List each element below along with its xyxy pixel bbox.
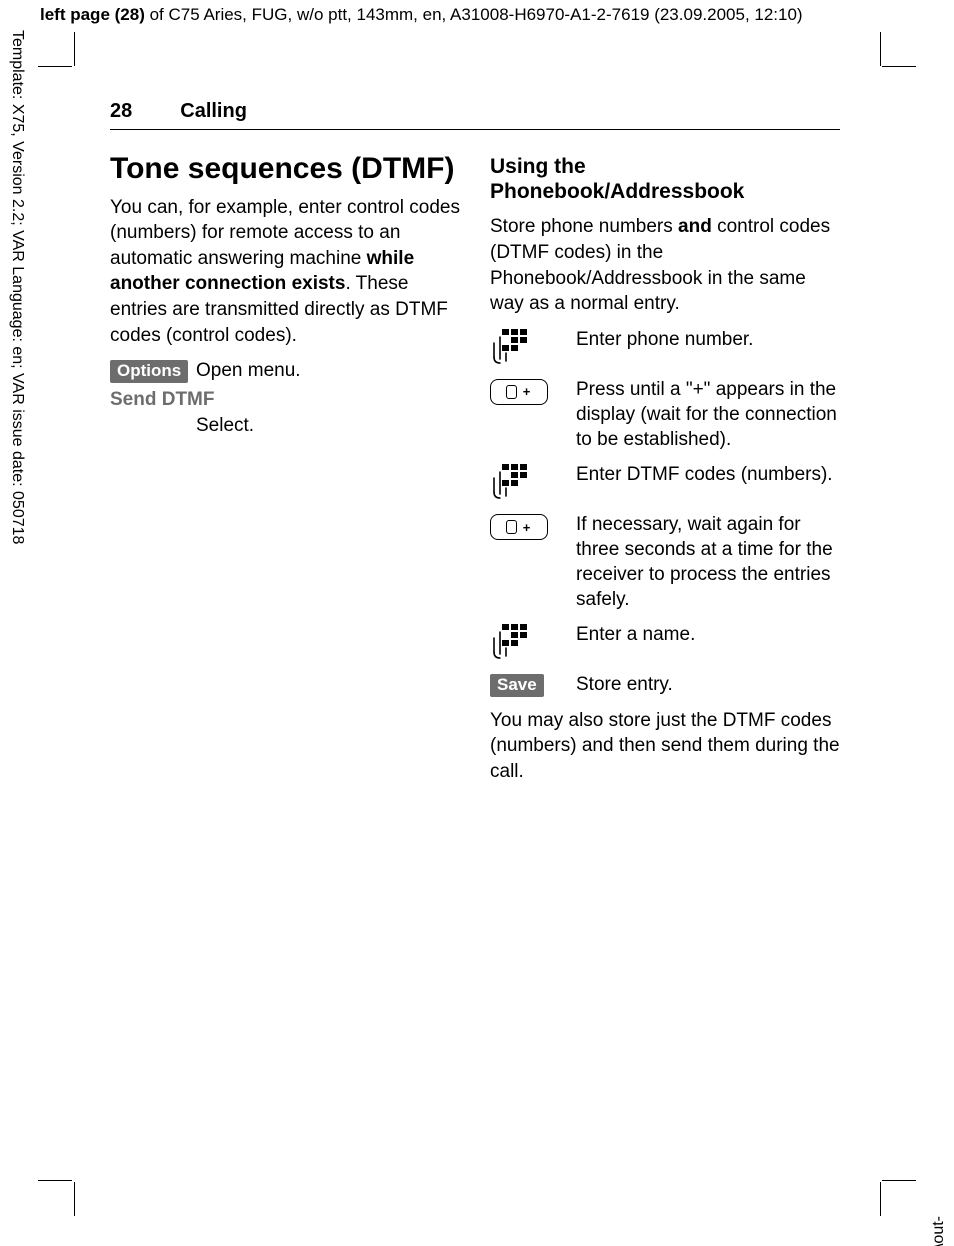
save-text: Store entry.	[576, 672, 840, 697]
left-margin-text-content: Template: X75, Version 2.2; VAR Language…	[8, 30, 26, 544]
keypad-icon	[490, 327, 558, 367]
options-row: Options Open menu.	[110, 358, 460, 383]
section-title: Calling	[180, 100, 247, 123]
options-softkey: Options	[110, 358, 178, 383]
send-dtmf-label: Send DTMF	[110, 389, 460, 411]
running-header: 28 Calling	[110, 100, 840, 130]
step-text: Enter phone number.	[576, 327, 840, 352]
step-row: + If necessary, wait again for three sec…	[490, 512, 840, 612]
step-text: Press until a "+" appears in the display…	[576, 377, 840, 452]
spacer	[110, 413, 178, 415]
right-margin-text-content: © Siemens AG 2003, \\Itl.eu\muc\Projekte…	[930, 1216, 948, 1246]
step-row: + Press until a "+" appears in the displ…	[490, 377, 840, 452]
step-text: Enter DTMF codes (numbers).	[576, 462, 840, 487]
save-row: Save Store entry.	[490, 672, 840, 697]
select-text: Select.	[196, 413, 460, 438]
crop-mark	[880, 32, 881, 66]
crop-mark	[74, 1182, 75, 1216]
page-number: 28	[110, 100, 132, 123]
subsection-title: Using the Phonebook/Addressbook	[490, 154, 840, 204]
zero-plus-key-icon: +	[490, 377, 558, 405]
options-label: Options	[110, 360, 188, 383]
send-dtmf-row: Send DTMF Select.	[110, 389, 460, 438]
left-column: Tone sequences (DTMF) You can, for examp…	[110, 148, 460, 794]
crop-mark	[882, 66, 916, 67]
options-text: Open menu.	[196, 358, 460, 383]
crop-mark	[882, 1180, 916, 1181]
phonebook-intro: Store phone numbers and control codes (D…	[490, 214, 840, 317]
keypad-icon	[490, 462, 558, 502]
crop-mark	[38, 1180, 72, 1181]
right-margin-text: © Siemens AG 2003, \\Itl.eu\muc\Projekte…	[930, 56, 950, 1216]
pb-intro-bold: and	[678, 216, 712, 237]
zero-plus-key-icon: +	[490, 512, 558, 540]
step-text: If necessary, wait again for three secon…	[576, 512, 840, 612]
page-title: Tone sequences (DTMF)	[110, 152, 460, 187]
crop-mark	[880, 1182, 881, 1216]
phonebook-footer-note: You may also store just the DTMF codes (…	[490, 708, 840, 785]
save-softkey: Save	[490, 672, 558, 697]
two-column-layout: Tone sequences (DTMF) You can, for examp…	[110, 148, 840, 794]
step-text: Enter a name.	[576, 622, 840, 647]
banner-prefix: left page (28)	[40, 5, 145, 24]
keypad-icon	[490, 622, 558, 662]
banner-mid1: of C75 Aries, FUG, w/o ptt, 143mm,	[145, 5, 423, 24]
crop-mark	[74, 32, 75, 66]
step-row: Enter a name.	[490, 622, 840, 662]
left-margin-text: Template: X75, Version 2.2; VAR Language…	[8, 30, 28, 650]
page-content: 28 Calling Tone sequences (DTMF) You can…	[110, 100, 840, 794]
step-row: Enter phone number.	[490, 327, 840, 367]
crop-mark	[38, 66, 72, 67]
dtmf-intro-paragraph: You can, for example, enter control code…	[110, 195, 460, 349]
banner-lang: en	[423, 5, 442, 24]
top-meta-banner: left page (28) of C75 Aries, FUG, w/o pt…	[40, 5, 803, 25]
save-label: Save	[490, 674, 544, 697]
pb-intro-pre: Store phone numbers	[490, 216, 678, 237]
banner-mid2: , A31008-H6970-A1-2-7619 (23.09.2005, 12…	[442, 5, 803, 24]
right-column: Using the Phonebook/Addressbook Store ph…	[490, 148, 840, 794]
step-row: Enter DTMF codes (numbers).	[490, 462, 840, 502]
